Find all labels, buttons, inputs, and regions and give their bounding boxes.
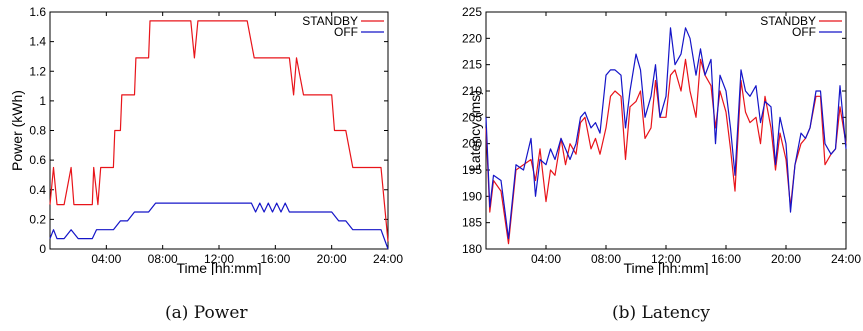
plot-frame (485, 11, 847, 250)
y-tick-label: 205 (462, 110, 482, 124)
latency-chart: 180 185 190 195 200 205 210 215 220 225 04:00 08:00… (462, 5, 861, 275)
y-tick-label: 190 (462, 189, 482, 203)
y-tick-label: 1.6 (29, 5, 46, 19)
x-tick-label: 04:00 (91, 252, 121, 266)
x-tick-label: 12:00 (204, 252, 234, 266)
x-tick-label: 20:00 (771, 252, 801, 266)
caption-power: (a) Power (165, 303, 248, 323)
y-axis-label: Latency (ms) (467, 90, 483, 171)
legend-label-off: OFF (792, 25, 816, 39)
y-tick-label: 0.4 (29, 183, 46, 197)
y-tick-label: 195 (462, 163, 482, 177)
y-tick-label: 1.4 (29, 35, 46, 49)
x-tick-label: 12:00 (651, 252, 681, 266)
y-tick-label: 215 (462, 58, 482, 72)
y-tick-label: 0.6 (29, 153, 46, 167)
x-tick-label: 20:00 (317, 252, 347, 266)
x-axis-label: Time [hh:mm] (623, 260, 708, 275)
y-tick-label: 0.2 (29, 212, 46, 226)
x-tick-label: 16:00 (711, 252, 741, 266)
y-tick-label: 225 (462, 5, 482, 19)
y-axis-label: Power (kWh) (9, 90, 25, 171)
legend-label-standby: STANDBY (760, 14, 816, 28)
y-tick-label: 200 (462, 137, 482, 151)
y-tick-label: 1 (39, 94, 46, 108)
y-tick-label: 180 (462, 242, 482, 256)
y-tick-label: 0.8 (29, 124, 46, 138)
y-tick-label: 220 (462, 31, 482, 45)
y-tick-label: 0 (39, 242, 46, 256)
series-line-off (485, 27, 847, 240)
legend-label-standby: STANDBY (302, 14, 358, 28)
legend-label-off: OFF (334, 25, 358, 39)
x-axis-label: Time [hh:mm] (176, 260, 261, 275)
x-tick-label: 08:00 (591, 252, 621, 266)
x-tick-label: 04:00 (531, 252, 561, 266)
y-tick-label: 185 (462, 216, 482, 230)
y-tick-label: 210 (462, 84, 482, 98)
x-tick-label: 24:00 (831, 252, 861, 266)
power-chart: 0 0.2 0.4 0.6 0.8 1 1.2 1.4 1.6 04:00 08:00 12:00 16… (9, 5, 403, 275)
y-tick-label: 1.2 (29, 64, 46, 78)
x-tick-label: 24:00 (373, 252, 403, 266)
series-line-off (49, 202, 389, 250)
caption-latency: (b) Latency (612, 303, 710, 323)
x-tick-label: 08:00 (148, 252, 178, 266)
series-line-standby (485, 58, 847, 245)
x-tick-label: 16:00 (260, 252, 290, 266)
series-line-standby (49, 20, 389, 242)
